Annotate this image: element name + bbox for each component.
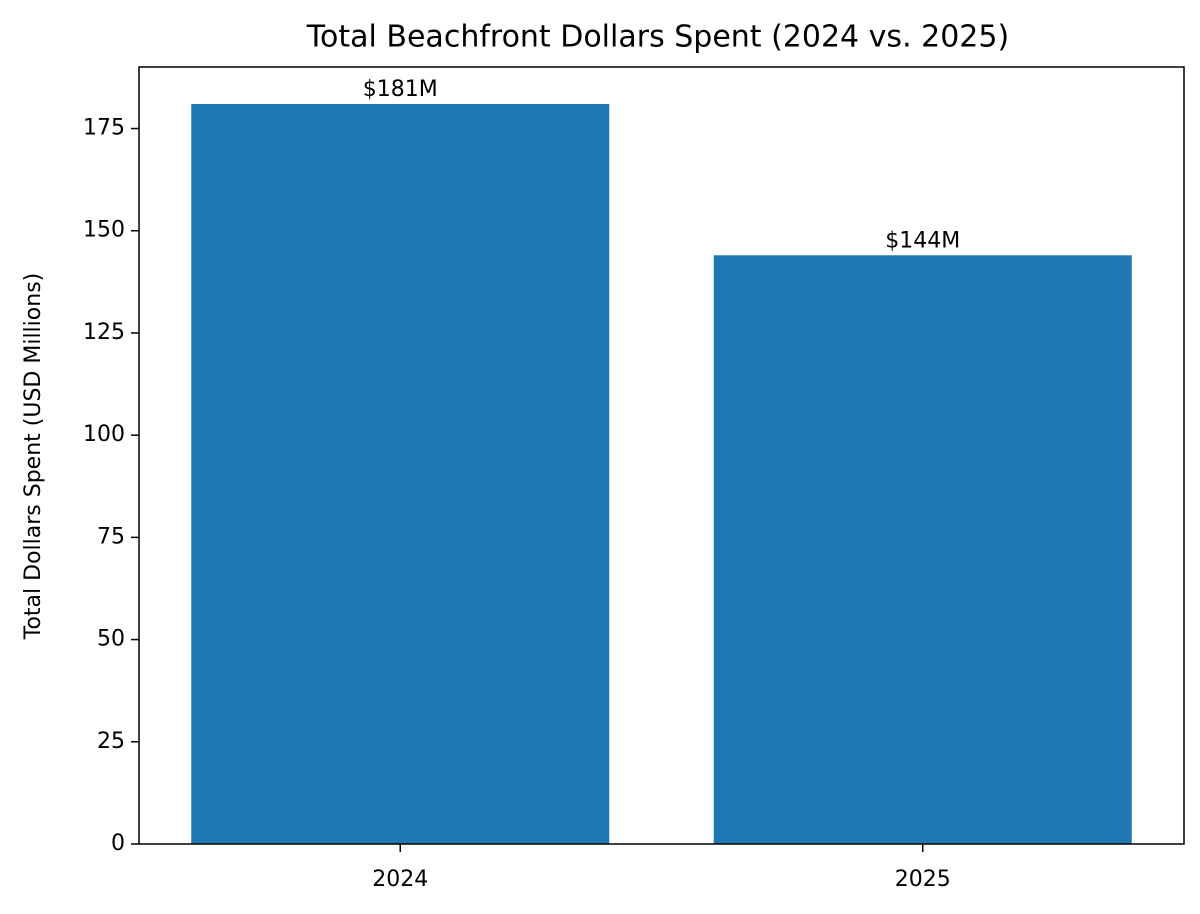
y-tick-label: 175 <box>83 116 125 141</box>
y-tick-label: 100 <box>83 422 125 447</box>
y-tick-label: 75 <box>97 524 125 549</box>
y-axis-label: Total Dollars Spent (USD Millions) <box>21 273 46 640</box>
bar <box>713 255 1132 844</box>
y-tick-label: 50 <box>97 627 125 652</box>
value-label: $181M <box>363 77 438 102</box>
chart-title: Total Beachfront Dollars Spent (2024 vs.… <box>306 20 1009 55</box>
bar <box>191 104 610 844</box>
plot-frame <box>138 66 1185 845</box>
y-tick-label: 150 <box>83 218 125 243</box>
x-tick-label: 2025 <box>895 867 951 892</box>
value-label: $144M <box>885 228 960 253</box>
x-tick-label: 2024 <box>372 867 428 892</box>
y-tick-label: 125 <box>83 320 125 345</box>
y-tick-label: 0 <box>111 831 125 856</box>
y-tick-label: 25 <box>97 729 125 754</box>
